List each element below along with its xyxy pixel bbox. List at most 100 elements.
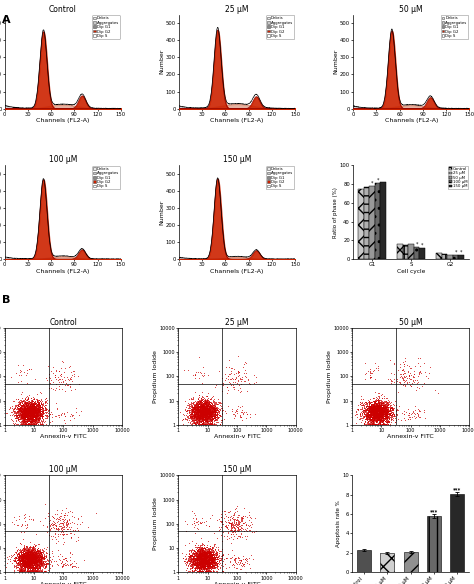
Point [21, 408, 28, 418]
Point [23, 542, 30, 551]
Point [32, 404, 39, 413]
Point [67, 409, 74, 418]
Point [377, 412, 385, 422]
Point [30, 407, 38, 416]
Point [193, 550, 201, 559]
Point [23, 403, 30, 412]
Point [374, 406, 382, 416]
Point [378, 405, 386, 414]
Point [375, 414, 383, 423]
Point [200, 547, 207, 556]
Point [33, 566, 41, 576]
Point [20, 413, 27, 423]
Point [21, 550, 28, 559]
Point [365, 416, 373, 425]
Point [16, 556, 23, 565]
Point [27, 413, 35, 423]
Point [231, 525, 238, 534]
Point [194, 561, 202, 571]
Point [197, 369, 205, 378]
Point [25, 558, 32, 568]
Point [29, 555, 37, 565]
Point [27, 394, 35, 403]
Point [28, 404, 36, 413]
Point [216, 411, 223, 420]
Point [27, 550, 34, 559]
Point [24, 406, 32, 416]
Point [370, 408, 377, 418]
Point [29, 560, 36, 569]
Point [27, 401, 35, 411]
Point [37, 399, 45, 408]
Point [193, 404, 201, 413]
Point [18, 402, 26, 411]
Point [375, 404, 383, 413]
Point [202, 399, 210, 409]
Point [57, 559, 65, 568]
Point [17, 548, 24, 557]
Point [33, 405, 41, 414]
Point [243, 555, 251, 564]
Point [2, 562, 10, 571]
Point [207, 551, 215, 561]
Point [30, 411, 38, 420]
Point [235, 515, 242, 524]
Point [200, 551, 208, 560]
Point [189, 405, 196, 414]
Point [213, 564, 220, 573]
Point [181, 555, 189, 564]
Point [203, 401, 211, 410]
Point [367, 404, 375, 413]
Point [207, 400, 215, 409]
Point [204, 401, 212, 410]
Point [25, 410, 33, 419]
Point [202, 564, 210, 573]
Point [33, 401, 40, 411]
Point [27, 552, 35, 561]
Point [19, 555, 27, 565]
Point [191, 555, 199, 565]
Point [30, 559, 37, 569]
Point [201, 403, 209, 412]
Point [383, 408, 391, 418]
Point [190, 557, 197, 566]
Point [198, 561, 205, 571]
Point [30, 546, 38, 555]
Point [210, 411, 218, 420]
Point [198, 404, 205, 413]
Point [20, 566, 28, 576]
Point [367, 406, 374, 415]
Point [24, 552, 31, 562]
Point [24, 410, 32, 419]
Point [201, 561, 208, 571]
Point [33, 555, 40, 565]
Point [377, 399, 384, 409]
Point [22, 554, 29, 564]
Point [378, 411, 385, 420]
Point [200, 555, 207, 565]
Point [207, 405, 214, 415]
Point [201, 414, 208, 423]
Point [207, 556, 215, 565]
Point [374, 402, 381, 412]
Point [36, 408, 44, 417]
Point [28, 414, 36, 423]
Point [373, 401, 381, 411]
Point [374, 406, 382, 416]
Point [195, 411, 203, 420]
Point [19, 554, 27, 563]
Point [365, 409, 372, 418]
Point [27, 413, 35, 422]
Point [209, 554, 216, 564]
Point [207, 409, 214, 419]
Point [24, 409, 32, 419]
Point [199, 406, 206, 416]
Point [26, 561, 34, 571]
Point [32, 547, 40, 557]
Point [30, 408, 37, 417]
Point [194, 553, 201, 562]
Point [34, 544, 42, 553]
Point [415, 406, 422, 415]
Point [372, 405, 380, 415]
Point [24, 408, 31, 418]
